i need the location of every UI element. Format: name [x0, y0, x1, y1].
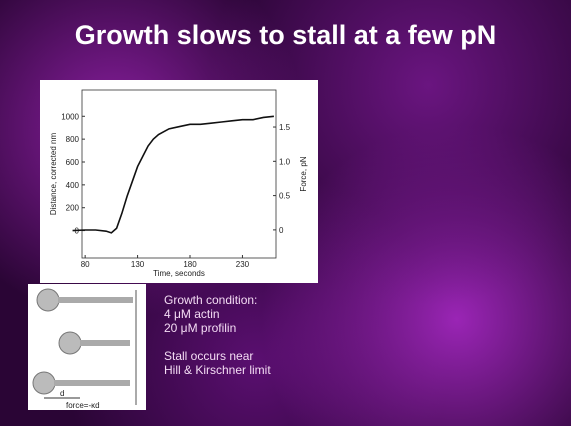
- y2-axis-label: Force, pN: [299, 156, 308, 191]
- y-tick-label: 1000: [61, 112, 79, 121]
- y2-tick-label: 0: [279, 226, 284, 235]
- note: 4 μM actin: [164, 307, 271, 321]
- note: Stall occurs near: [164, 349, 271, 363]
- y-tick-label: 400: [66, 181, 80, 190]
- y2-tick-label: 1.5: [279, 123, 291, 132]
- x-tick-label: 180: [183, 260, 197, 269]
- x-tick-label: 230: [236, 260, 250, 269]
- x-tick-label: 80: [81, 260, 90, 269]
- y2-tick-label: 1.0: [279, 157, 291, 166]
- note: Growth condition:: [164, 293, 271, 307]
- note: 20 μM profilin: [164, 321, 271, 335]
- slide: Growth slows to stall at a few pN 801301…: [0, 0, 571, 426]
- y-tick-label: 200: [66, 204, 80, 213]
- chart: 801301802300200400600800100000.51.01.5Ti…: [0, 0, 571, 426]
- x-axis-label: Time, seconds: [153, 269, 205, 278]
- notes: Growth condition: 4 μM actin 20 μM profi…: [164, 293, 271, 377]
- note: Hill & Kirschner limit: [164, 363, 271, 377]
- y-axis-label: Distance, corrected nm: [49, 133, 58, 216]
- y2-tick-label: 0.5: [279, 192, 291, 201]
- x-tick-label: 130: [131, 260, 145, 269]
- y-tick-label: 600: [66, 158, 80, 167]
- y-tick-label: 800: [66, 135, 80, 144]
